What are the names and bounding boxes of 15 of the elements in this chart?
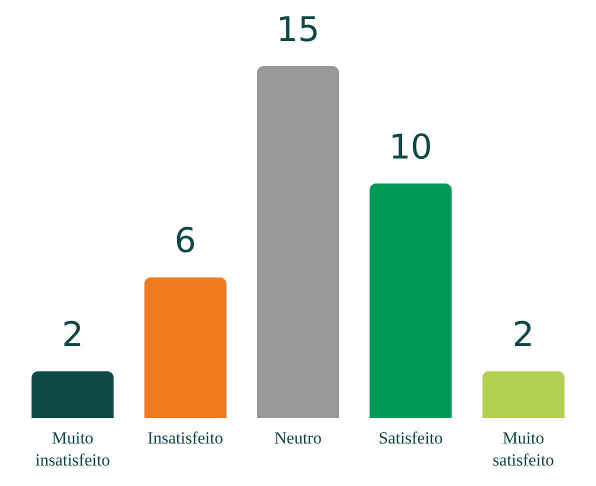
bar: [32, 371, 114, 418]
data-label: 10: [389, 127, 432, 168]
x-tick-label: Satisfeito: [378, 428, 443, 448]
bar: [482, 371, 564, 418]
data-label: 2: [62, 315, 84, 356]
data-label: 6: [174, 221, 196, 262]
data-label: 15: [276, 10, 320, 50]
bar: [370, 183, 452, 418]
x-tick-label: Insatisfeito: [148, 428, 224, 448]
x-tick-label: Neutro: [274, 428, 322, 448]
bar: [144, 277, 226, 418]
x-tick-label: Muito insatisfeito: [35, 428, 110, 470]
data-label: 2: [512, 315, 534, 356]
bar: [256, 66, 340, 418]
x-tick-label: Muito satisfeito: [492, 428, 554, 470]
